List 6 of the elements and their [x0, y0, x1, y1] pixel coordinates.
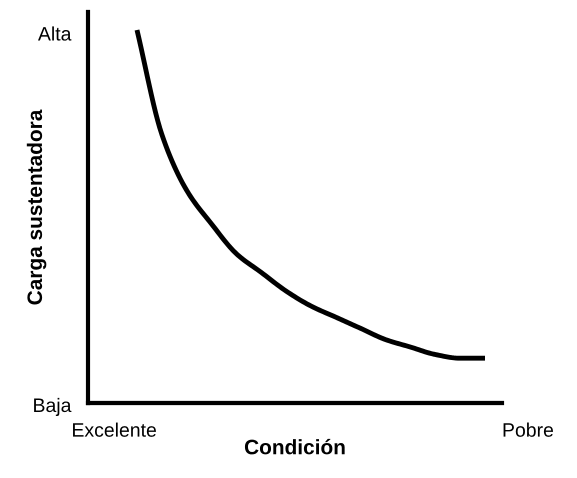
text: Pobre [504, 422, 554, 437]
text: Baja [34, 398, 72, 416]
text: Excelente [73, 422, 156, 437]
text: Alta [38, 26, 72, 41]
y-axis-title: Carga sustentadora [26, 110, 46, 304]
x-axis-title: Condición [244, 438, 345, 454]
